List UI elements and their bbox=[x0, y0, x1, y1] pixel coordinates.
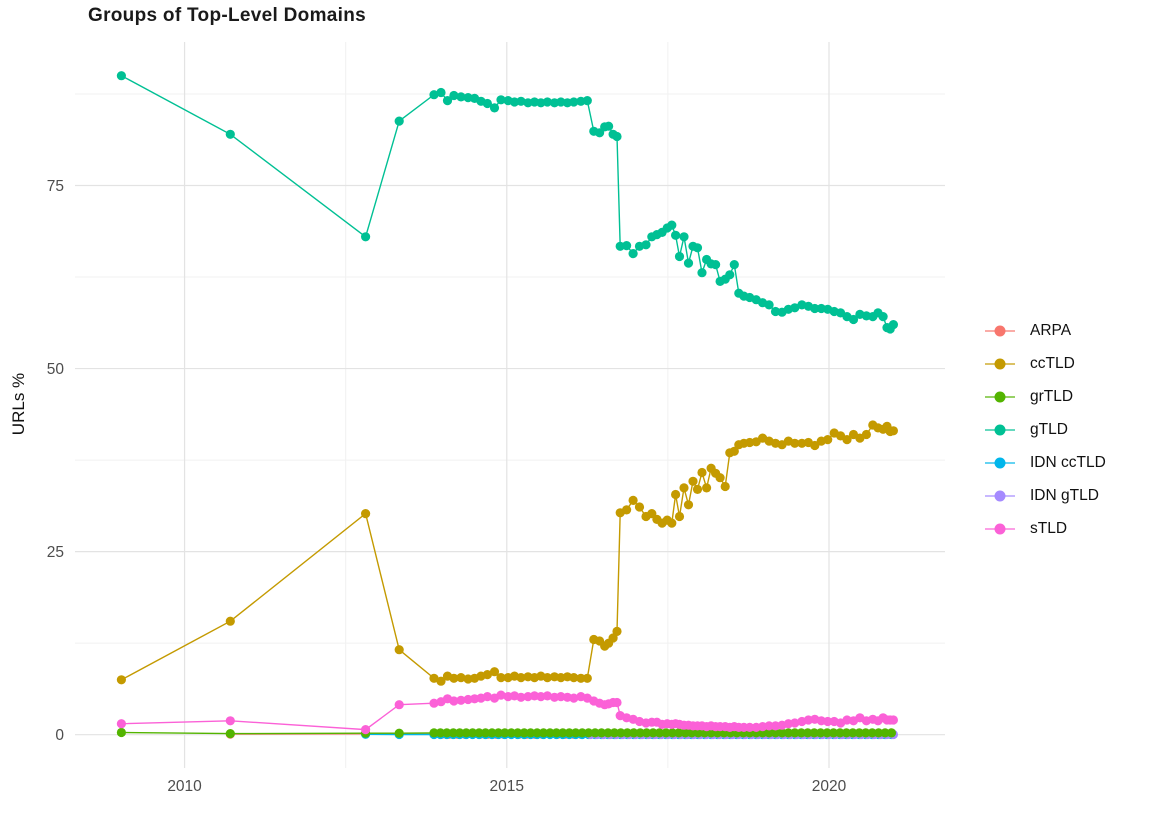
x-tick-label: 2015 bbox=[490, 778, 524, 795]
series-gtld bbox=[116, 71, 899, 334]
series-points bbox=[116, 727, 897, 739]
legend-label: ccTLD bbox=[1030, 354, 1075, 372]
series-points bbox=[116, 690, 899, 735]
legend-item-stld: sTLD bbox=[984, 512, 1106, 545]
legend-key-icon bbox=[985, 523, 1015, 534]
x-axis-tick-labels: 2010 2015 2020 bbox=[167, 778, 846, 795]
legend-label: IDN gTLD bbox=[1030, 486, 1099, 504]
legend-key-icon bbox=[985, 358, 1015, 369]
series-stld bbox=[116, 690, 899, 735]
legend-item-cctld: ccTLD bbox=[984, 347, 1106, 380]
y-tick-label: 50 bbox=[47, 361, 65, 378]
series-line bbox=[121, 75, 894, 330]
series-cctld bbox=[116, 420, 899, 686]
y-axis-tick-labels: 0 25 50 75 bbox=[47, 178, 65, 744]
legend-label: grTLD bbox=[1030, 387, 1074, 405]
legend-item-grtld: grTLD bbox=[984, 380, 1106, 413]
legend-item-gtld: gTLD bbox=[984, 413, 1106, 446]
legend: ARPA ccTLD grTLD gTLD IDN ccTLD IDN gTLD sTLD bbox=[984, 314, 1106, 545]
y-tick-label: 0 bbox=[55, 727, 64, 744]
series-grtld bbox=[116, 727, 897, 739]
chart-title: Groups of Top-Level Domains bbox=[88, 5, 366, 26]
legend-label: IDN ccTLD bbox=[1030, 453, 1106, 471]
y-tick-label: 75 bbox=[47, 178, 64, 195]
y-axis-title: URLs % bbox=[9, 372, 28, 436]
legend-key-icon bbox=[985, 490, 1015, 501]
legend-key-icon bbox=[985, 325, 1015, 336]
gridlines-minor bbox=[75, 42, 945, 768]
legend-label: ARPA bbox=[1030, 321, 1072, 339]
x-tick-label: 2010 bbox=[167, 778, 202, 795]
legend-item-arpa: ARPA bbox=[984, 314, 1106, 347]
legend-label: sTLD bbox=[1030, 519, 1068, 537]
legend-item-idn-gtld: IDN gTLD bbox=[984, 479, 1106, 512]
gridlines-major bbox=[75, 42, 945, 768]
legend-item-idn-cctld: IDN ccTLD bbox=[984, 446, 1106, 479]
y-tick-label: 25 bbox=[47, 544, 64, 561]
legend-key-icon bbox=[985, 424, 1015, 435]
x-tick-label: 2020 bbox=[812, 778, 847, 795]
legend-key-icon bbox=[985, 457, 1015, 468]
series-points bbox=[116, 420, 899, 686]
series-points bbox=[116, 71, 899, 334]
legend-key-icon bbox=[985, 391, 1015, 402]
legend-label: gTLD bbox=[1030, 420, 1068, 438]
